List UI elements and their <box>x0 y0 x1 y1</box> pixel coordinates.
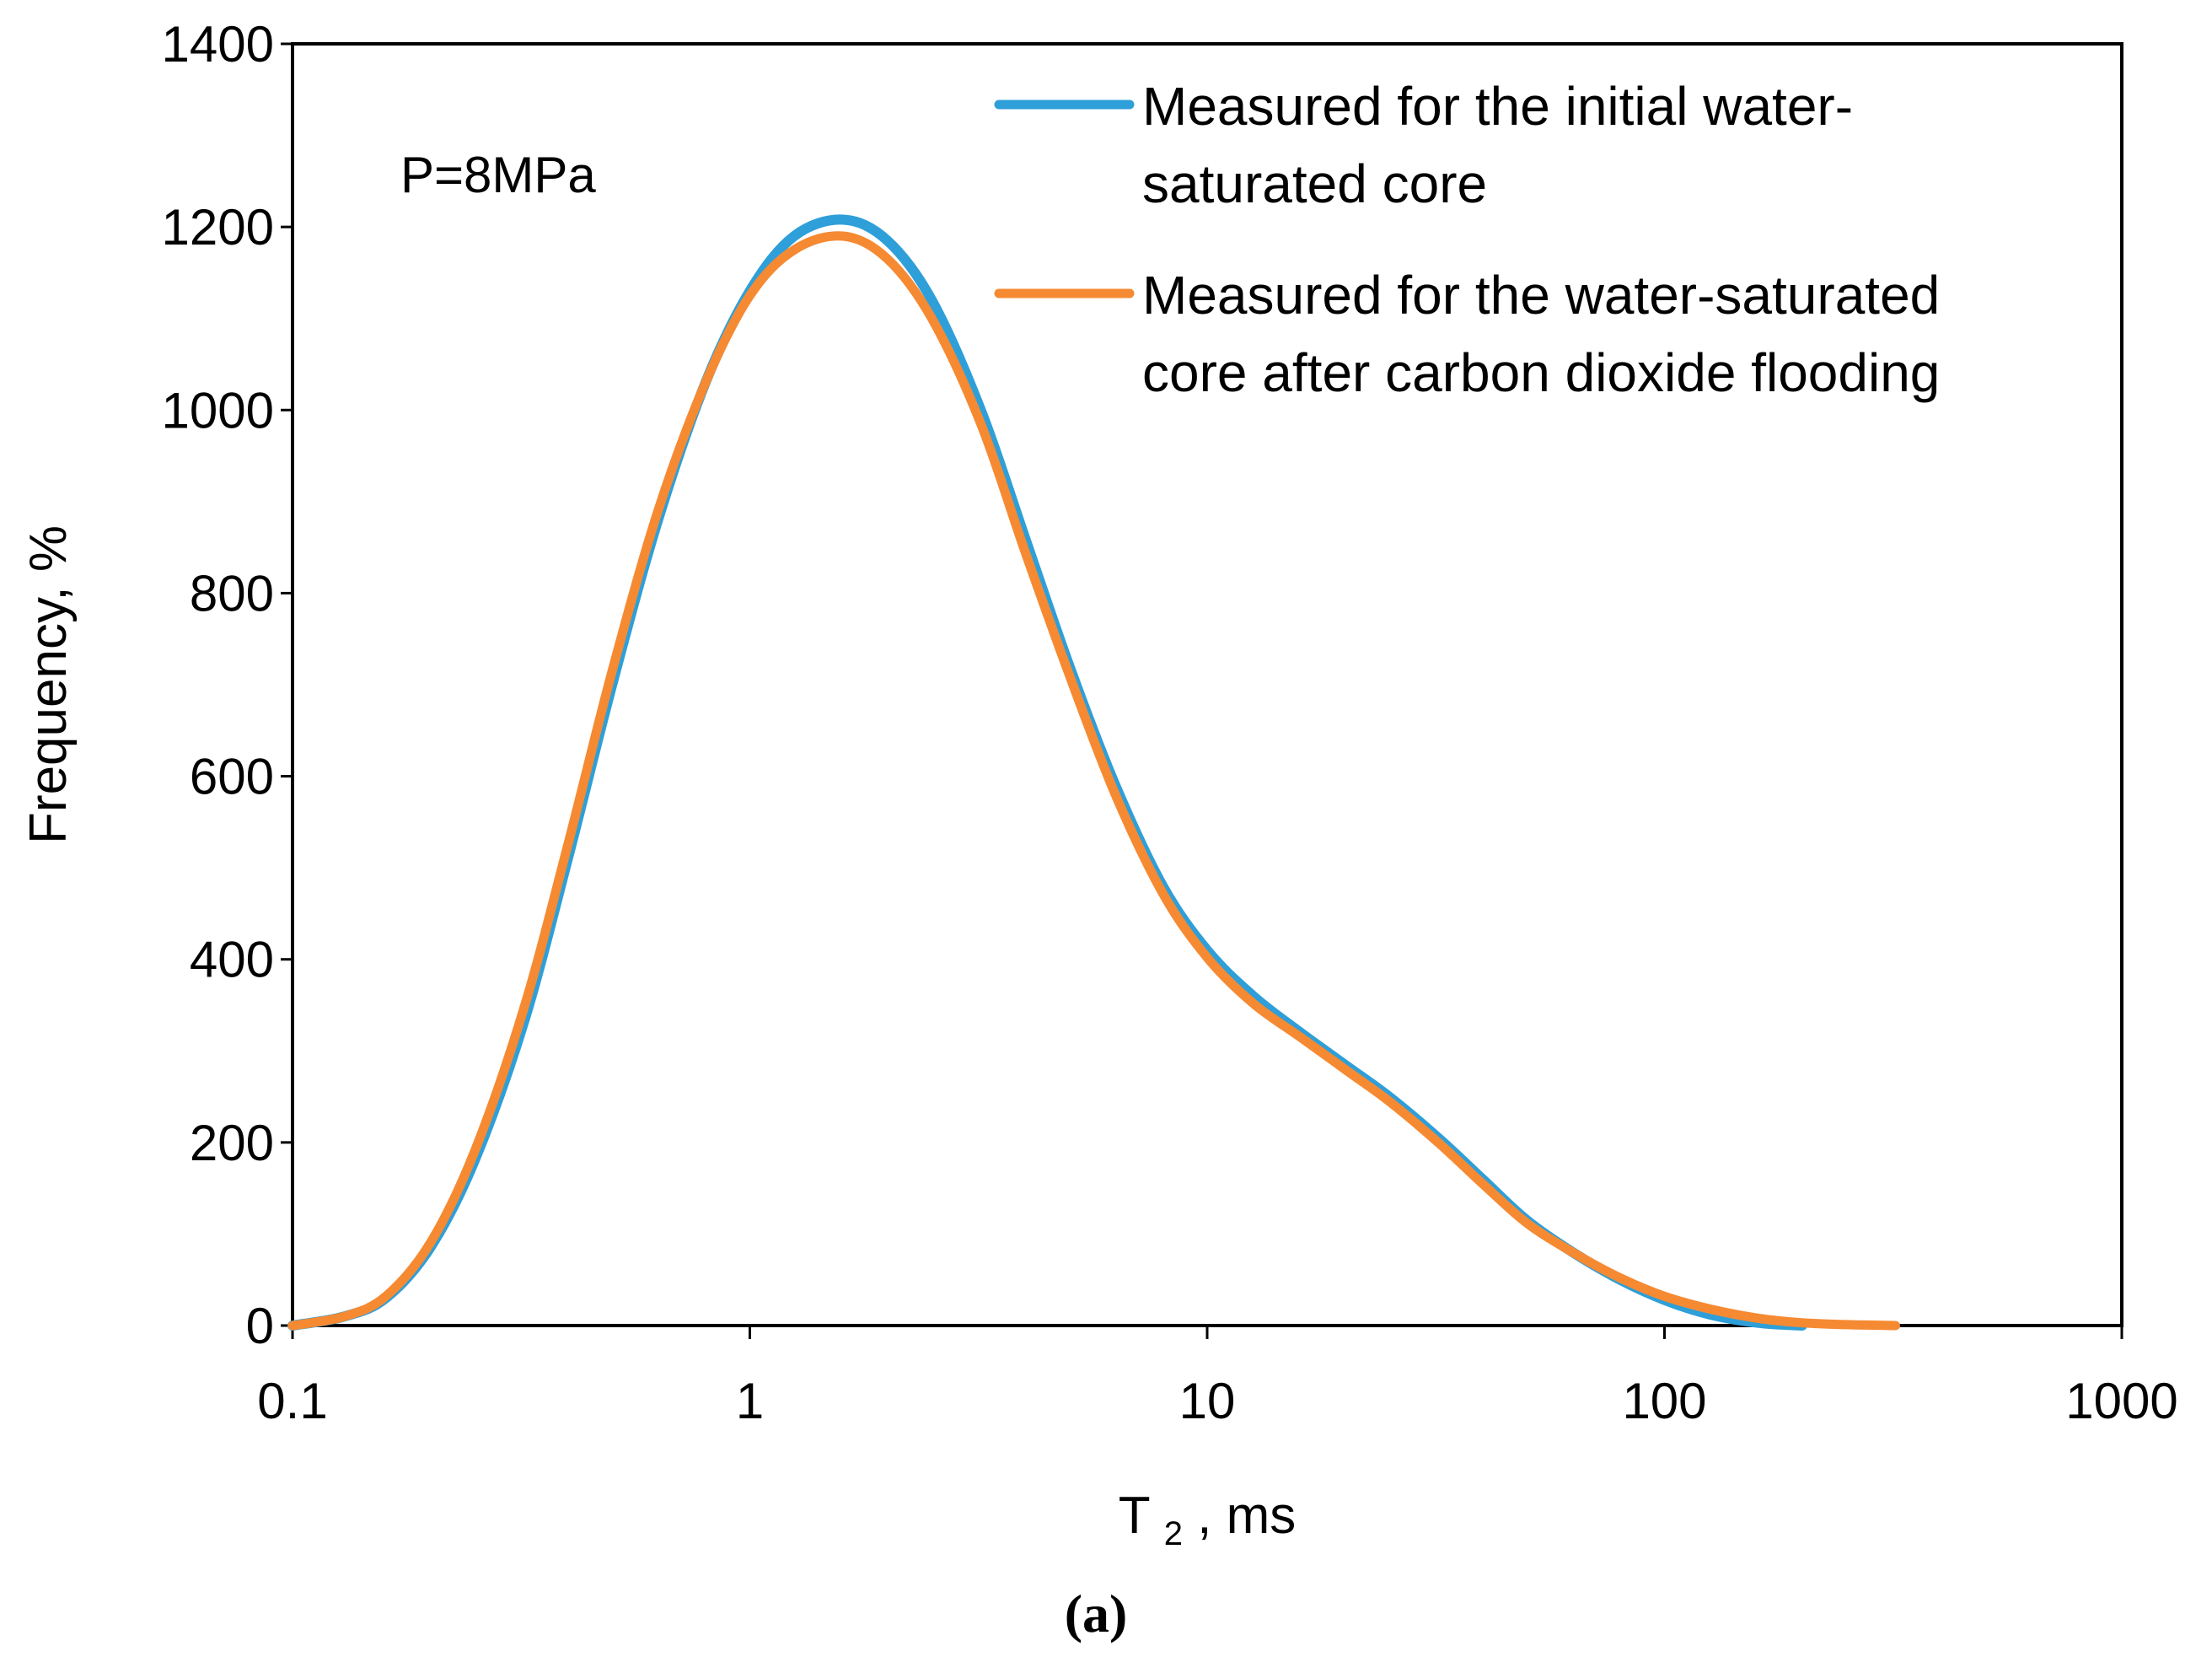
legend-entry-after-co2-line-2: core after carbon dioxide flooding <box>1142 342 1940 403</box>
x-axis-ticks: 0.1 1 10 100 1000 <box>257 1326 2178 1429</box>
y-tick-label: 800 <box>190 565 274 621</box>
x-tick-label: 1 <box>736 1373 764 1429</box>
legend-entry-after-co2-line-1: Measured for the water-saturated <box>1142 265 1940 325</box>
y-tick-label: 1000 <box>162 382 274 438</box>
legend-entry-initial-line-1: Measured for the initial water- <box>1142 76 1853 137</box>
y-axis-ticks: 0 200 400 600 800 1000 1200 1400 <box>162 16 293 1354</box>
x-axis-label-unit: , ms <box>1197 1487 1296 1545</box>
legend-entry-initial-line-2: saturated core <box>1142 153 1487 214</box>
y-tick-label: 1400 <box>162 16 274 73</box>
panel-label: (a) <box>1065 1584 1128 1643</box>
series-layer <box>287 214 1900 1331</box>
x-axis-label-subscript: 2 <box>1164 1515 1183 1552</box>
y-tick-label: 600 <box>190 749 274 805</box>
y-tick-label: 1200 <box>162 199 274 255</box>
y-axis-label: Frequency, % <box>19 525 78 844</box>
x-tick-label: 0.1 <box>257 1373 327 1429</box>
x-tick-label: 10 <box>1179 1373 1236 1429</box>
x-axis-label-main: T <box>1119 1487 1150 1545</box>
plot-area <box>291 42 2123 1327</box>
series-line-after-co2 <box>287 231 1900 1331</box>
x-axis-label: T 2 , ms <box>1119 1487 1297 1557</box>
annotation-pressure: P=8MPa <box>400 147 596 203</box>
y-tick-label: 200 <box>190 1115 274 1171</box>
legend: Measured for the initial water- saturate… <box>994 76 1940 403</box>
y-tick-label: 400 <box>190 932 274 988</box>
x-tick-label: 100 <box>1622 1373 1706 1429</box>
x-tick-label: 1000 <box>2065 1373 2177 1429</box>
y-tick-label: 0 <box>246 1298 274 1354</box>
